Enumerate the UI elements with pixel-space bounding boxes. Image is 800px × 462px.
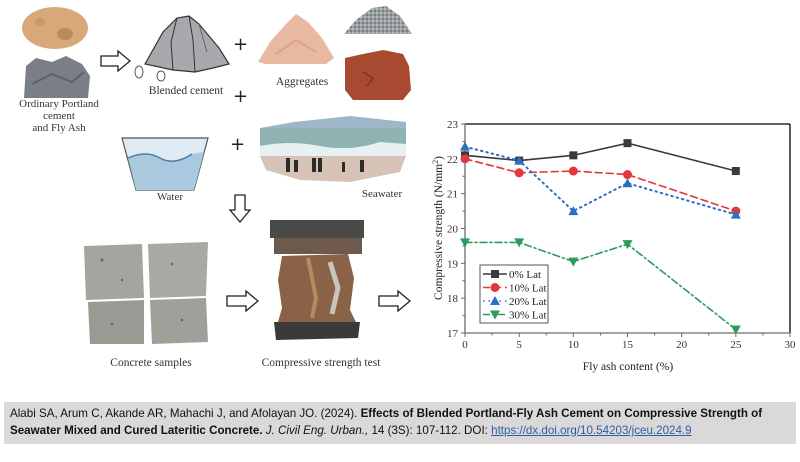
fly-ash-image bbox=[24, 56, 90, 98]
svg-text:17: 17 bbox=[447, 328, 459, 340]
x-axis-label: Fly ash content (%) bbox=[583, 361, 674, 373]
svg-text:10: 10 bbox=[568, 339, 580, 351]
series-10-lat bbox=[460, 154, 741, 216]
legend-item: 20% Lat bbox=[483, 296, 547, 308]
citation-journal: J. Civil Eng. Urban., bbox=[265, 424, 369, 437]
legend-item: 10% Lat bbox=[483, 283, 547, 295]
seawater-image bbox=[260, 116, 406, 182]
chart-series bbox=[460, 139, 741, 335]
gravel-image bbox=[344, 6, 412, 34]
plus-operator: + bbox=[233, 86, 249, 107]
arrow-down-icon bbox=[228, 194, 252, 224]
opc-fly-ash-label: Ordinary Portland cement bbox=[19, 98, 99, 122]
legend-item: 30% Lat bbox=[483, 310, 547, 322]
svg-text:19: 19 bbox=[447, 258, 459, 270]
chart-axes: 0 5 10 15 20 25 30 17 18 19 20 21 22 23 bbox=[447, 119, 796, 351]
plus-operator: + bbox=[230, 134, 246, 155]
aggregates-label: Aggregates bbox=[275, 76, 329, 88]
svg-text:25: 25 bbox=[730, 339, 742, 351]
arrow-right-icon bbox=[100, 50, 132, 72]
svg-text:23: 23 bbox=[447, 119, 459, 131]
svg-text:0: 0 bbox=[462, 339, 468, 351]
compressive-test-label: Compressive strength test bbox=[261, 357, 381, 369]
svg-text:20: 20 bbox=[447, 224, 459, 236]
arrow-right-icon bbox=[378, 290, 412, 312]
svg-text:20% Lat: 20% Lat bbox=[509, 296, 547, 308]
blended-cement-label: Blended cement bbox=[148, 85, 224, 97]
svg-text:21: 21 bbox=[447, 189, 458, 201]
svg-text:15: 15 bbox=[622, 339, 634, 351]
plus-operator: + bbox=[233, 34, 249, 55]
arrow-right-icon bbox=[226, 290, 260, 312]
concrete-samples-image bbox=[84, 242, 208, 344]
compressive-strength-chart: 0 5 10 15 20 25 30 17 18 19 20 21 22 23 0% Lat 10% Lat… bbox=[431, 119, 796, 373]
citation-box: Alabi SA, Arum C, Akande AR, Mahachi J, … bbox=[4, 402, 796, 444]
sand-image bbox=[258, 14, 334, 64]
svg-text:20: 20 bbox=[676, 339, 688, 351]
svg-text:10% Lat: 10% Lat bbox=[509, 283, 547, 295]
compressive-test-image bbox=[270, 220, 364, 340]
legend-item: 0% Lat bbox=[483, 269, 541, 281]
water-image bbox=[121, 137, 209, 191]
y-axis-label: Compressive strength (N/mm2) bbox=[431, 156, 445, 300]
svg-text:30: 30 bbox=[785, 339, 797, 351]
opc-fly-ash-label-line2: and Fly Ash bbox=[32, 122, 86, 134]
series-30-lat bbox=[460, 238, 741, 335]
citation-volume-pages: 14 (3S): 107-112. DOI: bbox=[368, 424, 492, 437]
opc-powder-image bbox=[22, 7, 88, 49]
seawater-label: Seawater bbox=[361, 188, 403, 200]
doi-link[interactable]: https://dx.doi.org/10.54203/jceu.2024.9 bbox=[491, 424, 692, 437]
laterite-image bbox=[345, 50, 411, 100]
svg-text:5: 5 bbox=[516, 339, 522, 351]
series-20-lat bbox=[460, 141, 741, 219]
blended-cement-image bbox=[134, 15, 230, 82]
svg-text:0% Lat: 0% Lat bbox=[509, 269, 541, 281]
svg-text:30% Lat: 30% Lat bbox=[509, 310, 547, 322]
water-label: Water bbox=[157, 191, 183, 203]
svg-text:22: 22 bbox=[447, 154, 458, 166]
concrete-samples-label: Concrete samples bbox=[110, 357, 192, 369]
citation-title: Effects of Blended Portland-Fly Ash Ceme… bbox=[10, 407, 763, 437]
citation-authors: Alabi SA, Arum C, Akande AR, Mahachi J, … bbox=[10, 407, 361, 420]
svg-text:18: 18 bbox=[447, 293, 459, 305]
